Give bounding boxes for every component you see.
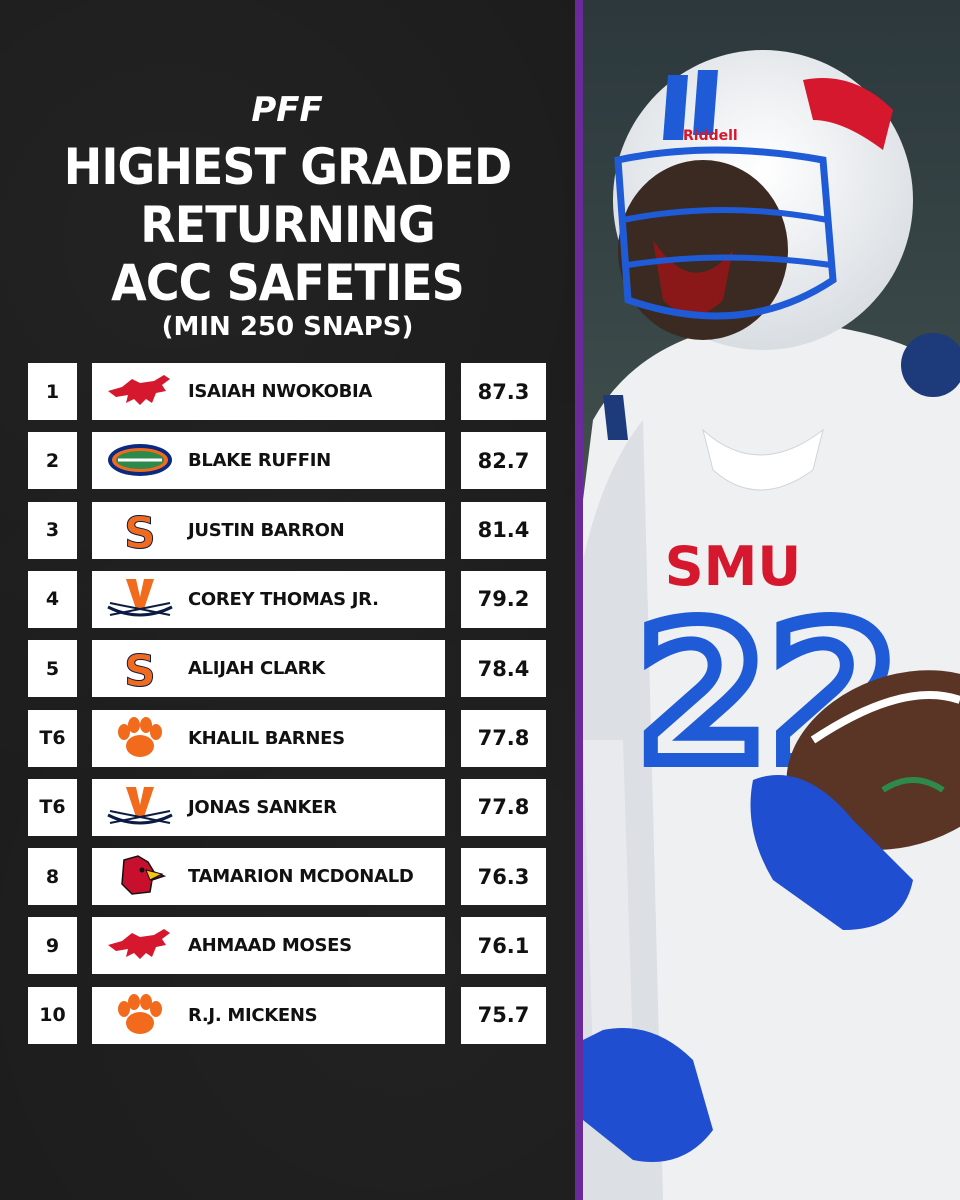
player-name: ALIJAH CLARK [188, 658, 325, 680]
virginia-v-icon [104, 785, 176, 830]
svg-text:PFF: PFF [251, 92, 322, 126]
ranking-row: T6 JONAS SANKER 77.8 [28, 778, 546, 836]
player-name: JUSTIN BARRON [188, 519, 345, 541]
player-name: KHALIL BARNES [188, 727, 345, 749]
player-name: AHMAAD MOSES [188, 935, 352, 957]
title-line-3: ACC SAFETIES [111, 254, 465, 312]
ranking-row: 9 AHMAAD MOSES 76.1 [28, 917, 546, 975]
svg-text:S: S [124, 646, 156, 691]
svg-text:Riddell: Riddell [683, 128, 738, 144]
player-cell: BLAKE RUFFIN [92, 432, 445, 490]
svg-text:S: S [124, 508, 156, 553]
purple-divider [575, 0, 583, 1200]
player-cell: ISAIAH NWOKOBIA [92, 363, 445, 420]
grade-cell: 79.2 [461, 570, 546, 628]
rank-cell: T6 [28, 778, 77, 836]
player-cell: R.J. MICKENS [92, 986, 445, 1044]
ranking-row: 2 BLAKE RUFFIN 82.7 [28, 432, 546, 490]
grade-cell: 87.3 [461, 363, 546, 420]
player-cell: AHMAAD MOSES [92, 917, 445, 975]
rank-cell: 5 [28, 640, 77, 698]
grade-cell: 77.8 [461, 778, 546, 836]
grade-cell: 78.4 [461, 640, 546, 698]
rank-cell: 4 [28, 570, 77, 628]
rank-cell: 8 [28, 848, 77, 906]
grade-cell: 75.7 [461, 986, 546, 1044]
grade-cell: 77.8 [461, 709, 546, 767]
grade-cell: 82.7 [461, 432, 546, 490]
player-name: BLAKE RUFFIN [188, 450, 331, 472]
virginia-v-icon [104, 577, 176, 622]
smu-mustang-icon [104, 923, 176, 968]
ranking-row: 10 R.J. MICKENS 75.7 [28, 986, 546, 1044]
rank-cell: 3 [28, 501, 77, 559]
player-cell: COREY THOMAS JR. [92, 570, 445, 628]
page-title: HIGHEST GRADED RETURNING ACC SAFETIES [23, 138, 552, 312]
rank-cell: 2 [28, 432, 77, 490]
jersey-text: SMU [665, 535, 801, 598]
ranking-row: 5 S ALIJAH CLARK 78.4 [28, 640, 546, 698]
player-cell: S ALIJAH CLARK [92, 640, 445, 698]
pff-logo: PFF [251, 92, 322, 126]
title-line-1: HIGHEST GRADED [63, 138, 512, 196]
player-cell: S JUSTIN BARRON [92, 501, 445, 559]
rank-cell: 10 [28, 986, 77, 1044]
grade-cell: 76.3 [461, 848, 546, 906]
syracuse-s-icon: S [104, 646, 176, 691]
grade-cell: 76.1 [461, 917, 546, 975]
grade-cell: 81.4 [461, 501, 546, 559]
ranking-row: T6 KHALIL BARNES 77.8 [28, 709, 546, 767]
page-subtitle: (MIN 250 SNAPS) [161, 312, 414, 342]
clemson-paw-icon [104, 993, 176, 1038]
player-name: JONAS SANKER [188, 796, 337, 818]
player-cell: KHALIL BARNES [92, 709, 445, 767]
smu-mustang-icon [104, 369, 176, 414]
clemson-paw-icon [104, 716, 176, 761]
player-photo: SMU 22 Riddell [583, 0, 960, 1200]
player-name: ISAIAH NWOKOBIA [188, 381, 373, 402]
player-name: R.J. MICKENS [188, 1004, 318, 1026]
player-name: TAMARION MCDONALD [188, 866, 414, 888]
rank-cell: 1 [28, 363, 77, 420]
player-cell: TAMARION MCDONALD [92, 848, 445, 906]
florida-gator-icon [104, 438, 176, 483]
player-cell: JONAS SANKER [92, 778, 445, 836]
title-line-2: RETURNING [140, 196, 436, 254]
ranking-row: 1 ISAIAH NWOKOBIA 87.3 [28, 363, 546, 420]
louisville-cardinal-icon [104, 854, 176, 899]
ranking-row: 3 S JUSTIN BARRON 81.4 [28, 501, 546, 559]
rank-cell: 9 [28, 917, 77, 975]
syracuse-s-icon: S [104, 508, 176, 553]
rank-cell: T6 [28, 709, 77, 767]
left-panel: PFF HIGHEST GRADED RETURNING ACC SAFETIE… [0, 0, 575, 1200]
ranking-row: 8 TAMARION MCDONALD 76.3 [28, 848, 546, 906]
ranking-row: 4 COREY THOMAS JR. 79.2 [28, 570, 546, 628]
player-name: COREY THOMAS JR. [188, 588, 379, 610]
